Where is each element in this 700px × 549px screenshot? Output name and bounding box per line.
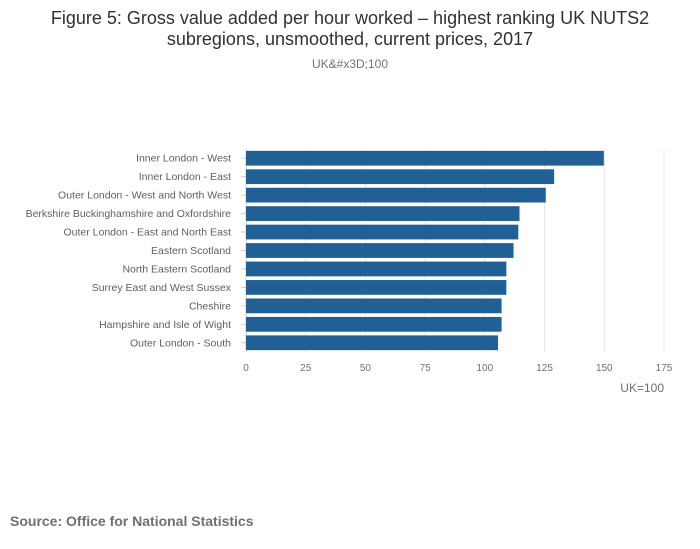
x-axis-label: UK=100 (620, 381, 664, 395)
bar (246, 206, 520, 221)
category-label: North Eastern Scotland (122, 263, 231, 275)
category-label: Surrey East and West Sussex (92, 282, 232, 294)
bar (246, 243, 514, 258)
chart-title-line-1: Figure 5: Gross value added per hour wor… (50, 8, 650, 28)
chart-subtitle: UK&#x3D;100 (311, 57, 389, 71)
category-label: Berkshire Buckinghamshire and Oxfordshir… (26, 208, 232, 220)
category-labels: Inner London - West Inner London - East Ou… (26, 153, 246, 349)
bar (246, 169, 555, 185)
x-tick-labels: 0 25 50 75 100 125 150 175 (243, 363, 673, 374)
category-label: Outer London - East and North East (63, 227, 231, 239)
category-label: Outer London - West and North West (58, 190, 231, 202)
category-label: Inner London - East (139, 171, 231, 183)
category-label: Hampshire and Isle of Wight (99, 319, 231, 331)
x-tick-label: 100 (477, 363, 494, 374)
bar (246, 280, 507, 295)
bar (246, 335, 498, 351)
x-tick-label: 50 (360, 363, 372, 374)
bars (246, 150, 604, 351)
bar (246, 316, 502, 332)
x-tick-label: 25 (300, 363, 312, 374)
bar (246, 224, 519, 240)
bar (246, 187, 546, 203)
bar (246, 298, 502, 314)
bar (246, 261, 507, 277)
source-note: Source: Office for National Statistics (10, 513, 254, 529)
x-tick-label: 75 (420, 363, 432, 374)
x-tick-label: 175 (656, 363, 673, 374)
x-tick-label: 0 (243, 363, 249, 374)
category-label: Eastern Scotland (151, 245, 231, 257)
category-label: Outer London - South (130, 337, 231, 349)
chart-title-line-2: subregions, unsmoothed, current prices, … (166, 29, 534, 49)
category-label: Inner London - West (136, 153, 231, 165)
bar (246, 150, 604, 166)
x-tick-label: 150 (596, 363, 613, 374)
category-label: Cheshire (189, 300, 231, 312)
x-tick-label: 125 (536, 363, 553, 374)
chart-title: Figure 5: Gross value added per hour wor… (0, 8, 700, 50)
